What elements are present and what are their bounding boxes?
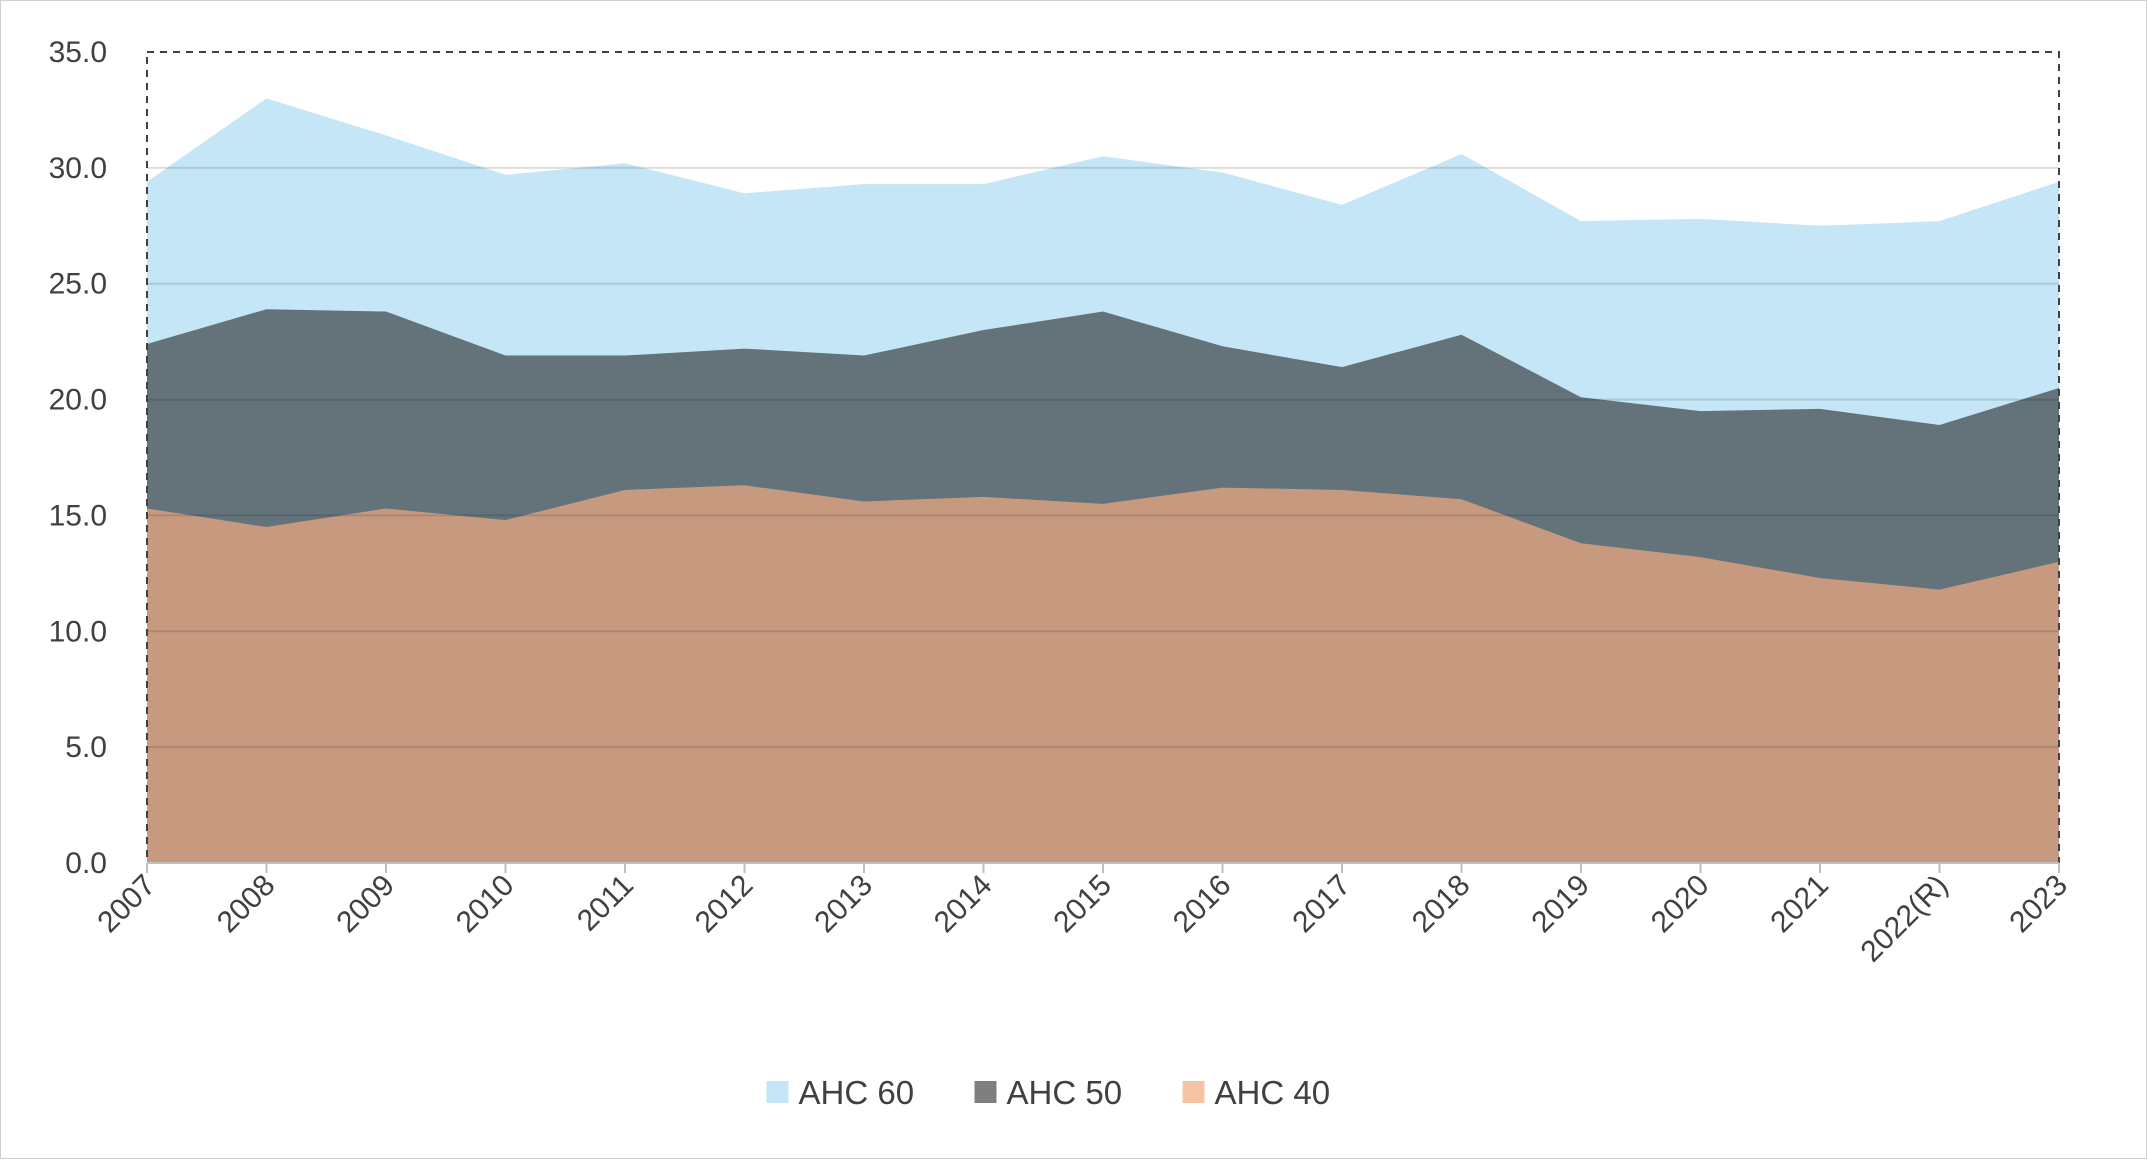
x-tick-label: 2017 bbox=[1286, 869, 1357, 940]
legend-label: AHC 60 bbox=[799, 1074, 915, 1111]
axes bbox=[146, 862, 2060, 873]
x-tick-label: 2012 bbox=[689, 869, 760, 940]
y-tick-label: 35.0 bbox=[49, 36, 107, 69]
legend-label: AHC 50 bbox=[1007, 1074, 1123, 1111]
y-tick-label: 0.0 bbox=[65, 847, 107, 880]
legend-item-ahc-50: AHC 50 bbox=[974, 1074, 1123, 1111]
y-tick-labels: 0.0 5.0 10.0 15.0 20.0 25.0 30.0 35.0 bbox=[49, 36, 107, 880]
x-tick-label: 2014 bbox=[928, 869, 999, 940]
x-tick-label: 2008 bbox=[211, 869, 282, 940]
x-tick-label: 2010 bbox=[450, 869, 521, 940]
legend-swatch bbox=[1182, 1081, 1205, 1103]
x-tick-labels: 2007 2008 2009 2010 2011 2012 2013 2014 2015 2016… bbox=[91, 869, 2074, 969]
y-tick-label: 25.0 bbox=[49, 268, 107, 301]
y-tick-label: 15.0 bbox=[49, 499, 107, 532]
y-tick-label: 20.0 bbox=[49, 384, 107, 417]
legend-swatch bbox=[974, 1081, 997, 1103]
x-tick-label: 2009 bbox=[330, 869, 401, 940]
x-tick-label: 2016 bbox=[1167, 869, 1238, 940]
x-tick-label: 2011 bbox=[571, 869, 640, 938]
x-tick-label: 2022(R) bbox=[1854, 869, 1954, 969]
legend-item-ahc-40: AHC 40 bbox=[1182, 1074, 1331, 1111]
x-tick-label: 2023 bbox=[2003, 869, 2074, 940]
x-tick-label: 2015 bbox=[1047, 869, 1118, 940]
y-tick-label: 5.0 bbox=[65, 731, 107, 764]
legend-label: AHC 40 bbox=[1215, 1074, 1331, 1111]
legend-swatch bbox=[766, 1081, 789, 1103]
x-tick-label: 2013 bbox=[808, 869, 879, 940]
y-tick-label: 10.0 bbox=[49, 615, 107, 648]
x-tick-label: 2021 bbox=[1764, 869, 1835, 940]
x-tick-label: 2018 bbox=[1406, 869, 1477, 940]
x-tick-label: 2020 bbox=[1645, 869, 1716, 940]
legend-item-ahc-60: AHC 60 bbox=[766, 1074, 915, 1111]
x-tick-label: 2019 bbox=[1525, 869, 1596, 940]
area-ahc-40 bbox=[147, 485, 2059, 863]
y-tick-label: 30.0 bbox=[49, 152, 107, 185]
legend: AHC 60 AHC 50 AHC 40 bbox=[766, 1074, 1331, 1111]
areas-layer bbox=[147, 98, 2059, 864]
